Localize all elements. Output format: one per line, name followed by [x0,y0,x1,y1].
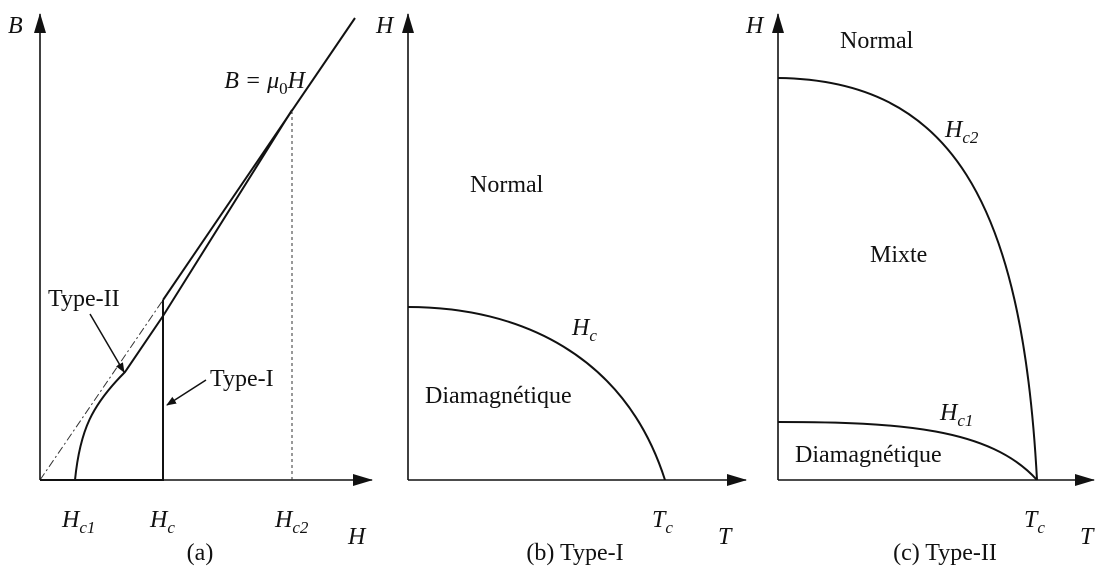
hc-curve [407,306,666,481]
curve-label: Hc1 [939,400,973,430]
text-part: H [571,315,591,341]
text-part: B = [224,68,267,94]
text-part: c2 [292,518,309,537]
tick-label: Tc [1024,507,1045,537]
axis-label: T [1080,524,1095,550]
reference-line [39,299,164,481]
text-part: c [589,326,597,345]
curve-label: Hc2 [944,117,979,147]
text-part: c [167,518,175,537]
text-part: H [274,507,294,533]
tick-label: Hc1 [61,507,95,537]
text-part: 0 [279,79,288,98]
region-label: Diamagnétique [795,442,942,468]
b-line [162,17,356,301]
hc1-curve [777,421,1038,481]
region-label: Mixte [870,242,927,268]
panel-a: B H B = μ0H Type-II Type-I Hc1 Hc Hc2 (a… [8,13,373,566]
panel-c: H T Normal Mixte Diamagnétique Hc2 Hc1 T… [745,13,1095,566]
tick-label: Hc [149,507,175,537]
arrow [89,313,125,373]
hc2-curve [777,77,1038,481]
text-part: c1 [957,411,973,430]
text-part: c [665,518,673,537]
text-part: H [149,507,169,533]
text-part: T [1024,507,1039,533]
text-part: T [652,507,667,533]
text-part: H [944,117,964,143]
arrow [166,379,207,406]
caption: (b) Type-I [526,540,623,566]
text-part: c2 [962,128,979,147]
region-label: Diamagnétique [425,383,572,409]
curve-label: Type-I [210,366,274,392]
type-ii-curve [74,109,293,481]
caption: (a) [187,540,214,566]
text-part: c1 [79,518,95,537]
axis-label: H [745,13,765,39]
axis-label: T [718,524,733,550]
text-part: H [939,400,959,426]
axis-label: B [8,13,23,39]
axis-label: H [347,524,367,550]
caption: (c) Type-II [893,540,997,566]
region-label: Normal [840,28,914,54]
axis-label: H [375,13,395,39]
text-part: c [1037,518,1045,537]
line-label: B = μ0H [224,68,306,98]
type-i-curve [40,300,164,481]
panel-b: H T Normal Diamagnétique Hc Tc (b) Type-… [375,13,747,566]
curve-label: Hc [571,315,597,345]
text-part: μ [266,68,279,94]
tick-label: Tc [652,507,673,537]
tick-label: Hc2 [274,507,309,537]
text-part: H [287,68,307,94]
curve-label: Type-II [48,286,120,312]
region-label: Normal [470,172,544,198]
text-part: H [61,507,81,533]
